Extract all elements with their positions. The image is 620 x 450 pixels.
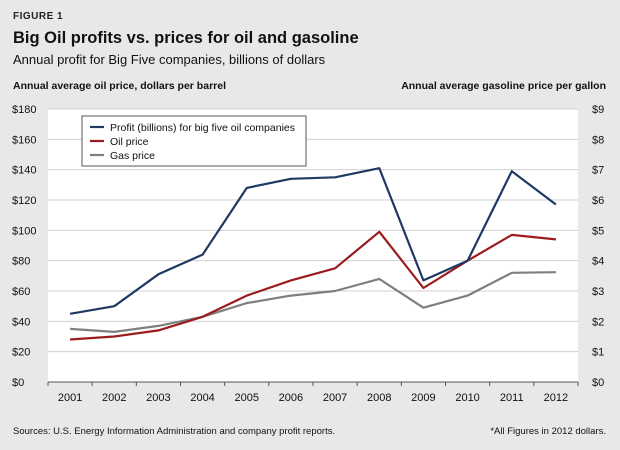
x-axis-tick-label: 2005 [235,392,259,404]
left-axis-tick-label: $100 [12,225,36,237]
x-axis-tick-label: 2003 [146,392,170,404]
source-note: Sources: U.S. Energy Information Adminis… [13,426,336,437]
series-line-profit-billions-for-big-five-oil-companies [69,167,557,315]
legend-label: Oil price [110,136,149,148]
right-axis-tick-label: $7 [592,165,604,177]
x-axis-tick-label: 2004 [190,392,214,404]
left-axis-tick-label: $180 [12,104,36,116]
x-axis-tick-label: 2006 [279,392,303,404]
right-axis-tick-label: $3 [592,286,604,298]
right-axis-tick-label: $5 [592,225,604,237]
right-axis-tick-label: $8 [592,134,604,146]
legend-box [81,115,307,167]
left-axis-tick-label: $20 [12,347,30,359]
right-axis-tick-label: $2 [592,316,604,328]
left-axis-tick-label: $80 [12,256,30,268]
x-axis-tick-label: 2001 [58,392,82,404]
x-axis-tick-label: 2009 [411,392,435,404]
right-axis-title: Annual average gasoline price per gallon [401,80,606,92]
x-axis-tick-label: 2010 [455,392,479,404]
right-axis-tick-label: $0 [592,377,604,389]
footnote: *All Figures in 2012 dollars. [490,426,606,437]
chart-subtitle: Annual profit for Big Five companies, bi… [13,52,326,67]
left-axis-title: Annual average oil price, dollars per ba… [13,80,226,92]
right-axis-tick-label: $1 [592,347,604,359]
left-axis-tick-label: $160 [12,134,36,146]
left-axis-tick-label: $120 [12,195,36,207]
right-axis-tick-label: $6 [592,195,604,207]
series-line-oil-price [70,230,557,341]
left-axis-tick-label: $40 [12,316,30,328]
series-line-gas-price [70,271,556,333]
left-axis-tick-label: $0 [12,377,24,389]
x-axis-tick-label: 2007 [323,392,347,404]
x-axis-tick-label: 2008 [367,392,391,404]
legend-label: Profit (billions) for big five oil compa… [110,122,295,134]
figure-label: FIGURE 1 [13,11,64,22]
x-axis-tick-label: 2002 [102,392,126,404]
x-axis-tick-label: 2012 [544,392,568,404]
right-axis-tick-label: $9 [592,104,604,116]
left-axis-tick-label: $140 [12,165,36,177]
legend-label: Gas price [110,150,155,162]
x-axis-tick-label: 2011 [500,392,524,404]
chart-title: Big Oil profits vs. prices for oil and g… [13,29,359,47]
left-axis-tick-label: $60 [12,286,30,298]
right-axis-tick-label: $4 [592,256,604,268]
